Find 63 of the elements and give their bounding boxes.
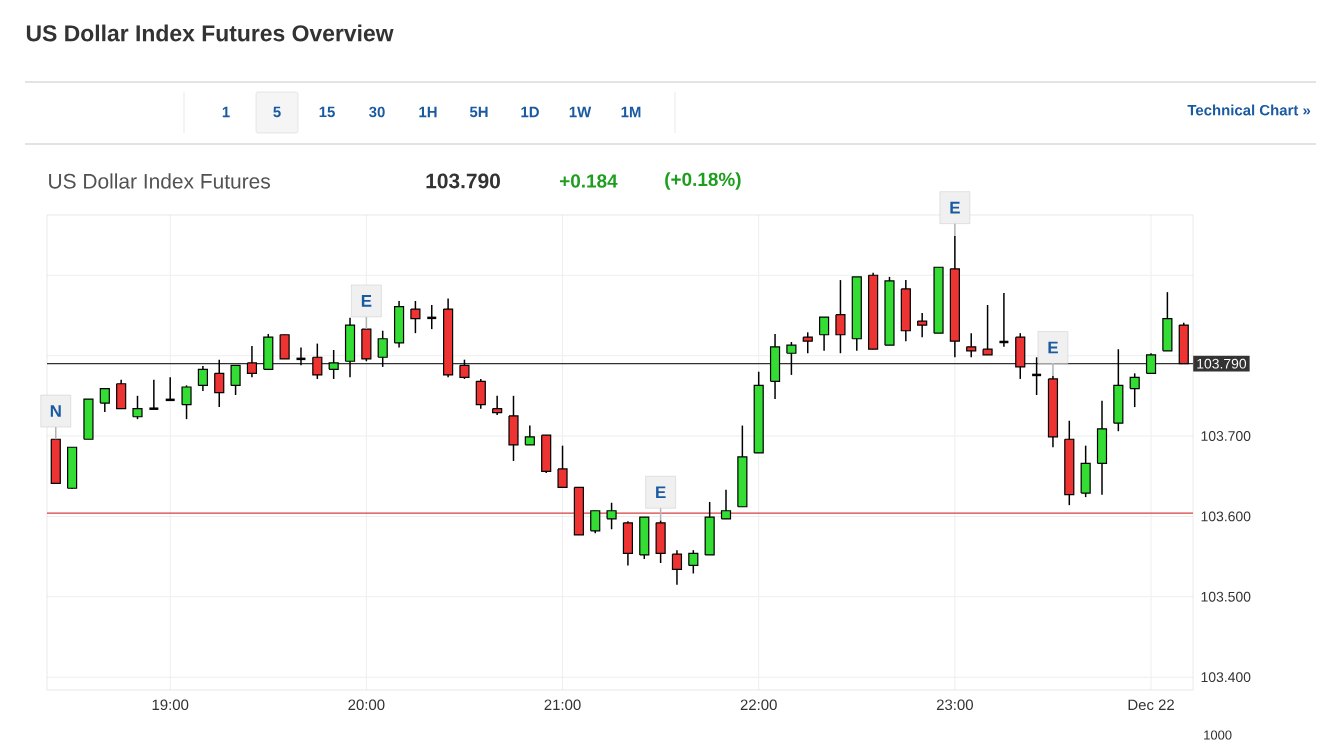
candlestick — [1129, 372, 1140, 408]
text: 1W — [569, 106, 592, 118]
text: 103.790 — [426, 173, 500, 189]
candlestick — [132, 395, 143, 420]
annotation: E — [1048, 341, 1058, 354]
candlestick — [590, 510, 601, 535]
annotation: E — [950, 201, 960, 214]
ref-line-label: 103.790 — [1197, 358, 1247, 369]
candlestick — [818, 316, 830, 352]
candlestick — [181, 384, 192, 420]
text: 15 — [319, 106, 335, 118]
y-tick-label: 103.400 — [1201, 672, 1251, 683]
text: 1H — [419, 106, 437, 118]
y-tick-label: 103.500 — [1201, 591, 1251, 602]
candlestick — [475, 378, 486, 410]
y-tick-label: 103.600 — [1201, 511, 1251, 522]
text: (+0.18%) — [665, 172, 741, 190]
candlestick — [982, 304, 993, 356]
annotation: N — [50, 405, 61, 417]
candlestick — [966, 332, 977, 358]
candlestick — [917, 312, 928, 338]
candlestick — [492, 395, 503, 416]
candlestick — [557, 444, 568, 489]
candlestick — [606, 501, 617, 530]
chart-title: US Dollar Index Futures Overview — [26, 24, 394, 42]
candlestick — [214, 358, 225, 408]
candlestick — [148, 379, 160, 410]
candlestick — [99, 387, 110, 413]
candlestick — [1145, 352, 1157, 375]
annotation: E — [361, 295, 372, 307]
candlestick — [671, 549, 683, 586]
candlestick — [688, 549, 699, 575]
candlestick — [459, 358, 470, 380]
candlestick — [197, 365, 208, 392]
chart-subtitle: US Dollar Index Futures — [49, 173, 270, 189]
candlestick — [377, 329, 388, 368]
y-tick-label: 103.700 — [1201, 431, 1251, 441]
candlestick — [524, 424, 535, 446]
candlestick — [246, 345, 258, 379]
x-tick-label: 22:00 — [740, 699, 777, 711]
candlestick — [312, 342, 323, 380]
x-tick-label: 23:00 — [936, 699, 973, 711]
text: 5H — [469, 106, 488, 118]
candlestick — [720, 489, 732, 520]
text: 1M — [621, 106, 641, 118]
text: 5 — [273, 106, 281, 118]
annotation: E — [656, 486, 666, 499]
text: 1000 — [1204, 730, 1232, 740]
text: Technical Chart » — [1187, 104, 1311, 116]
candlestick — [230, 364, 241, 396]
text: 1 — [222, 106, 230, 118]
x-tick-label: Dec 22 — [1128, 699, 1174, 711]
x-tick-label: 20:00 — [348, 699, 385, 711]
candlestick — [410, 300, 421, 334]
candlestick — [835, 279, 846, 354]
x-tick-label: 19:00 — [152, 699, 189, 711]
text: 30 — [369, 106, 385, 118]
x-tick-label: 21:00 — [544, 699, 581, 711]
candlestick — [802, 331, 813, 354]
text: +0.184 — [560, 174, 618, 188]
text: 1D — [521, 106, 539, 118]
candlestick — [786, 341, 797, 376]
candlestick — [328, 349, 339, 380]
